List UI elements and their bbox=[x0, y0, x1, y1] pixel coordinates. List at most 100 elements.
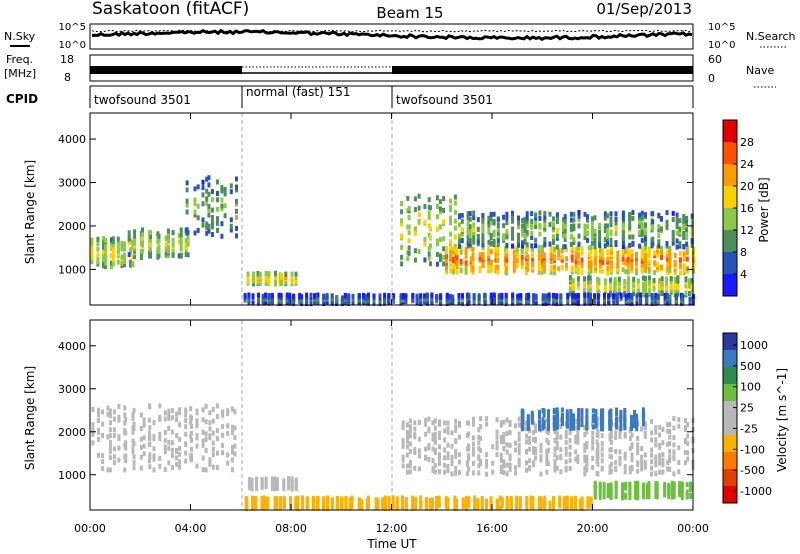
echo-cell bbox=[110, 253, 113, 259]
echo-cell bbox=[300, 505, 304, 511]
echo-cell bbox=[208, 410, 212, 416]
echo-cell bbox=[465, 471, 469, 477]
echo-cell bbox=[110, 260, 113, 266]
echo-cell bbox=[455, 506, 458, 511]
echo-cell bbox=[170, 440, 174, 446]
echo-cell bbox=[587, 292, 591, 298]
echo-cell bbox=[185, 227, 189, 233]
echo-cell bbox=[623, 432, 627, 437]
echo-cell bbox=[668, 467, 672, 472]
echo-cell bbox=[627, 292, 631, 298]
echo-cell bbox=[492, 292, 496, 298]
echo-cell bbox=[616, 266, 620, 272]
echo-cell bbox=[489, 503, 493, 509]
echo-cell bbox=[277, 292, 281, 298]
echo-cell bbox=[576, 458, 580, 464]
echo-cell bbox=[471, 256, 475, 262]
echo-cell bbox=[511, 243, 514, 249]
echo-cell bbox=[545, 418, 549, 423]
echo-cell bbox=[598, 263, 602, 269]
echo-cell bbox=[553, 246, 556, 252]
echo-cell bbox=[530, 211, 534, 217]
echo-cell bbox=[133, 237, 137, 243]
echo-cell bbox=[574, 449, 578, 455]
echo-cell bbox=[684, 290, 688, 296]
echo-cell bbox=[424, 431, 428, 437]
echo-cell bbox=[104, 260, 108, 266]
echo-cell bbox=[376, 498, 380, 503]
echo-cell bbox=[569, 425, 573, 431]
echo-cell bbox=[559, 454, 563, 460]
echo-cell bbox=[177, 239, 181, 245]
y-tick-label: 1000 bbox=[58, 469, 86, 482]
echo-cell bbox=[235, 187, 238, 193]
echo-cell bbox=[577, 408, 581, 413]
echo-cell bbox=[541, 249, 544, 254]
echo-cell bbox=[555, 301, 559, 306]
echo-cell bbox=[585, 420, 589, 426]
echo-cell bbox=[668, 454, 672, 460]
echo-cell bbox=[205, 200, 209, 206]
echo-cell bbox=[438, 430, 441, 436]
echo-cell bbox=[580, 496, 584, 502]
echo-cell bbox=[406, 256, 410, 262]
echo-cell bbox=[521, 422, 525, 428]
echo-cell bbox=[163, 444, 167, 450]
echo-cell bbox=[569, 223, 573, 229]
echo-cell bbox=[171, 252, 175, 258]
echo-cell bbox=[580, 250, 584, 256]
echo-cell bbox=[628, 465, 632, 471]
echo-cell bbox=[210, 207, 214, 213]
echo-cell bbox=[275, 503, 279, 509]
echo-cell bbox=[526, 266, 530, 272]
echo-cell bbox=[455, 250, 459, 256]
echo-cell bbox=[408, 428, 412, 434]
echo-cell bbox=[417, 212, 421, 218]
echo-cell bbox=[195, 443, 199, 449]
echo-cell bbox=[678, 229, 682, 235]
echo-cell bbox=[660, 264, 663, 270]
echo-cell bbox=[215, 464, 219, 470]
echo-cell bbox=[178, 409, 182, 415]
echo-cell bbox=[458, 459, 461, 465]
echo-cell bbox=[446, 442, 450, 448]
echo-cell bbox=[184, 450, 188, 456]
echo-cell bbox=[170, 453, 174, 459]
echo-cell bbox=[216, 206, 219, 212]
echo-cell bbox=[141, 242, 144, 248]
echo-cell bbox=[682, 251, 686, 257]
echo-cell bbox=[325, 293, 329, 299]
echo-cell bbox=[583, 223, 587, 229]
echo-cell bbox=[442, 246, 446, 252]
echo-cell bbox=[300, 495, 304, 501]
echo-cell bbox=[495, 434, 499, 440]
echo-cell bbox=[651, 241, 655, 247]
echo-cell bbox=[566, 292, 570, 298]
echo-cell bbox=[494, 257, 498, 263]
echo-cell bbox=[414, 500, 417, 506]
echo-cell bbox=[570, 496, 574, 502]
echo-cell bbox=[152, 467, 156, 473]
echo-cell bbox=[378, 293, 382, 299]
echo-cell bbox=[90, 240, 94, 246]
echo-cell bbox=[449, 267, 453, 273]
echo-cell bbox=[682, 218, 686, 224]
echo-cell bbox=[665, 210, 669, 216]
echo-cell bbox=[223, 213, 227, 219]
echo-cell bbox=[264, 271, 268, 276]
echo-cell bbox=[678, 243, 682, 249]
echo-cell bbox=[563, 233, 567, 239]
echo-cell bbox=[609, 283, 613, 288]
nsky-tick-low: 10^0 bbox=[59, 40, 86, 51]
colorbar-swatch bbox=[723, 333, 737, 350]
echo-cell bbox=[583, 283, 586, 288]
echo-cell bbox=[189, 420, 193, 425]
echo-cell bbox=[210, 219, 214, 225]
echo-cell bbox=[606, 265, 610, 271]
echo-cell bbox=[641, 407, 645, 413]
echo-cell bbox=[588, 297, 592, 303]
echo-cell bbox=[413, 196, 417, 202]
echo-cell bbox=[532, 449, 536, 455]
echo-cell bbox=[685, 266, 689, 272]
